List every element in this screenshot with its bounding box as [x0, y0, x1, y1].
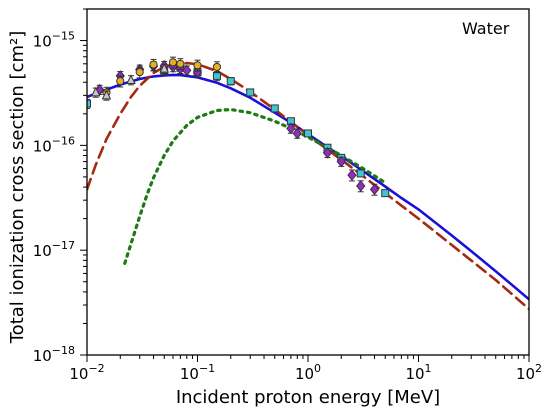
x-tick-label: 100	[295, 362, 321, 383]
data-point-diamond	[356, 180, 366, 192]
data-point-circle	[193, 61, 202, 70]
data-point-square	[356, 169, 365, 178]
y-tick-label: 10−16	[33, 134, 75, 155]
data-point-square	[246, 88, 255, 97]
data-point-square	[304, 129, 312, 138]
data-point-diamond	[286, 122, 296, 135]
data-point-circle	[176, 59, 185, 68]
x-axis-label: Incident proton energy [MeV]	[176, 387, 440, 408]
data-point-square	[226, 77, 235, 86]
model-curve-dotted	[123, 107, 387, 265]
data-point-circle	[168, 58, 178, 67]
y-tick-label: 10−18	[33, 344, 75, 365]
data-point-triangle	[101, 89, 112, 100]
data-point-diamond	[347, 169, 357, 181]
data-point-square	[270, 104, 279, 113]
x-tick-label: 101	[405, 362, 431, 383]
data-point-circle	[212, 62, 222, 72]
data-point-diamond	[292, 127, 302, 140]
x-tick-label: 10−1	[180, 362, 215, 383]
x-tick-label: 10−2	[69, 362, 104, 383]
data-point-circle	[149, 60, 158, 69]
data-points	[87, 56, 390, 198]
data-point-square	[212, 71, 221, 80]
data-point-square	[381, 189, 390, 198]
y-axis-label: Total ionization cross section [cm²]	[7, 31, 28, 345]
data-point-triangle	[126, 74, 136, 85]
y-tick-label: 10−17	[33, 239, 75, 260]
data-point-diamond	[182, 64, 192, 77]
model-curve-solid	[87, 73, 529, 301]
axis-ticks: 10−2 10−1 100 101 102 10−18 10−17 10−16 10−15	[33, 8, 542, 383]
data-point-circle	[116, 77, 125, 86]
data-point-diamond	[322, 146, 333, 159]
data-point-triangle	[159, 62, 170, 73]
data-point-circle	[135, 68, 144, 77]
data-point-triangle	[90, 86, 101, 97]
y-tick-label: 10−15	[33, 30, 75, 51]
data-point-diamond	[192, 66, 203, 78]
data-point-diamond	[336, 155, 346, 168]
data-point-diamond	[369, 183, 380, 196]
model-curve-dashed	[87, 61, 529, 311]
x-tick-label: 102	[516, 362, 542, 383]
data-point-square	[87, 99, 91, 108]
model-curves	[87, 61, 529, 311]
medium-annotation: Water	[462, 19, 510, 38]
